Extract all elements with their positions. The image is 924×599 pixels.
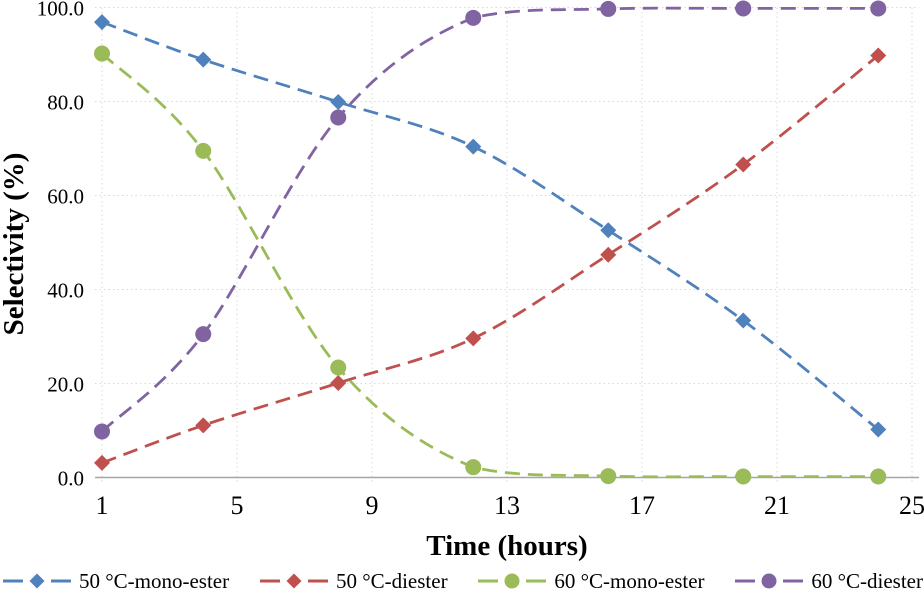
- plot-area: 0.0 20.0 40.0 60.0 80.0 100.0 1 5 9 13 17 21 25: [37, 0, 924, 520]
- series-marker-60-c-mono-ester: [94, 45, 110, 62]
- series-marker-50-c-mono-ester: [94, 14, 110, 31]
- series-marker-60-c-diester: [465, 9, 482, 26]
- series-marker-50-c-diester: [94, 454, 110, 471]
- series-line-60-c-diester: [101, 6, 879, 433]
- x-tick-label: 25: [899, 491, 924, 520]
- series-marker-60-c-diester: [94, 423, 110, 440]
- series-marker-50-c-mono-ester: [600, 222, 617, 239]
- series-marker-50-c-mono-ester: [735, 312, 752, 329]
- series-line-60-c-mono-ester: [101, 52, 879, 479]
- series-marker-50-c-diester: [465, 330, 482, 347]
- y-tick-label: 40.0: [47, 279, 84, 303]
- series-marker-60-c-diester: [870, 0, 887, 17]
- y-tick-label: 0.0: [58, 467, 84, 491]
- legend-item-60-c-mono-ester: 60 °C-mono-ester: [478, 568, 705, 594]
- series-marker-60-c-mono-ester: [330, 359, 347, 376]
- series-marker-60-c-mono-ester: [465, 459, 482, 476]
- y-tick-label: 20.0: [47, 373, 84, 397]
- series-marker-60-c-diester: [195, 326, 212, 343]
- x-tick-label: 5: [231, 491, 244, 520]
- series-marker-50-c-diester: [330, 375, 347, 392]
- diamond-icon: [286, 573, 302, 589]
- legend-swatch-60-c-diester: [735, 573, 804, 589]
- legend-swatch-50-c-mono-ester: [3, 573, 71, 589]
- y-tick-label: 60.0: [47, 185, 84, 209]
- x-tick-label: 21: [764, 491, 790, 520]
- y-tick-label: 100.0: [37, 0, 84, 21]
- legend-label: 60 °C-mono-ester: [554, 568, 705, 593]
- series-marker-60-c-mono-ester: [870, 468, 887, 485]
- circle-icon: [761, 573, 777, 589]
- series-line-50-c-diester: [101, 54, 880, 465]
- series-marker-50-c-diester: [600, 246, 617, 263]
- legend-swatch-50-c-diester: [259, 573, 328, 589]
- series-line-50-c-mono-ester: [101, 20, 880, 431]
- series-marker-50-c-diester: [870, 47, 887, 64]
- x-tick-label: 9: [366, 491, 379, 520]
- series-marker-60-c-mono-ester: [735, 468, 752, 485]
- series-marker-60-c-mono-ester: [600, 468, 617, 485]
- legend-label: 50 °C-mono-ester: [79, 568, 230, 593]
- y-tick-label: 80.0: [47, 91, 84, 115]
- series-marker-60-c-diester: [600, 0, 617, 17]
- x-tick-label: 1: [96, 491, 109, 520]
- legend-item-50-c-diester: 50 °C-diester: [259, 568, 448, 594]
- legend-item-50-c-mono-ester: 50 °C-mono-ester: [3, 569, 229, 594]
- series-marker-50-c-mono-ester: [465, 138, 482, 155]
- series-marker-60-c-diester: [735, 0, 752, 17]
- y-axis-title: Selectivity (%): [0, 152, 30, 336]
- legend-label: 50 °C-diester: [335, 568, 448, 593]
- series-marker-50-c-mono-ester: [195, 51, 212, 68]
- legend-label: 60 °C-diester: [811, 568, 923, 593]
- legend-swatch-60-c-mono-ester: [478, 573, 547, 589]
- circle-icon: [504, 573, 520, 589]
- diamond-icon: [29, 573, 45, 589]
- series-marker-60-c-diester: [330, 109, 347, 126]
- series-marker-60-c-mono-ester: [195, 142, 212, 159]
- series-marker-50-c-mono-ester: [870, 421, 887, 438]
- x-tick-label: 17: [629, 491, 655, 520]
- legend-item-60-c-diester: 60 °C-diester: [735, 569, 923, 594]
- series-marker-50-c-diester: [195, 417, 212, 434]
- series-marker-50-c-diester: [735, 156, 752, 173]
- series-marker-50-c-mono-ester: [330, 93, 347, 110]
- x-axis-title: Time (hours): [426, 530, 588, 562]
- legend: 50 °C-mono-ester 50 °C-diester 60 °C-mono-…: [3, 567, 923, 595]
- x-tick-label: 13: [494, 491, 520, 520]
